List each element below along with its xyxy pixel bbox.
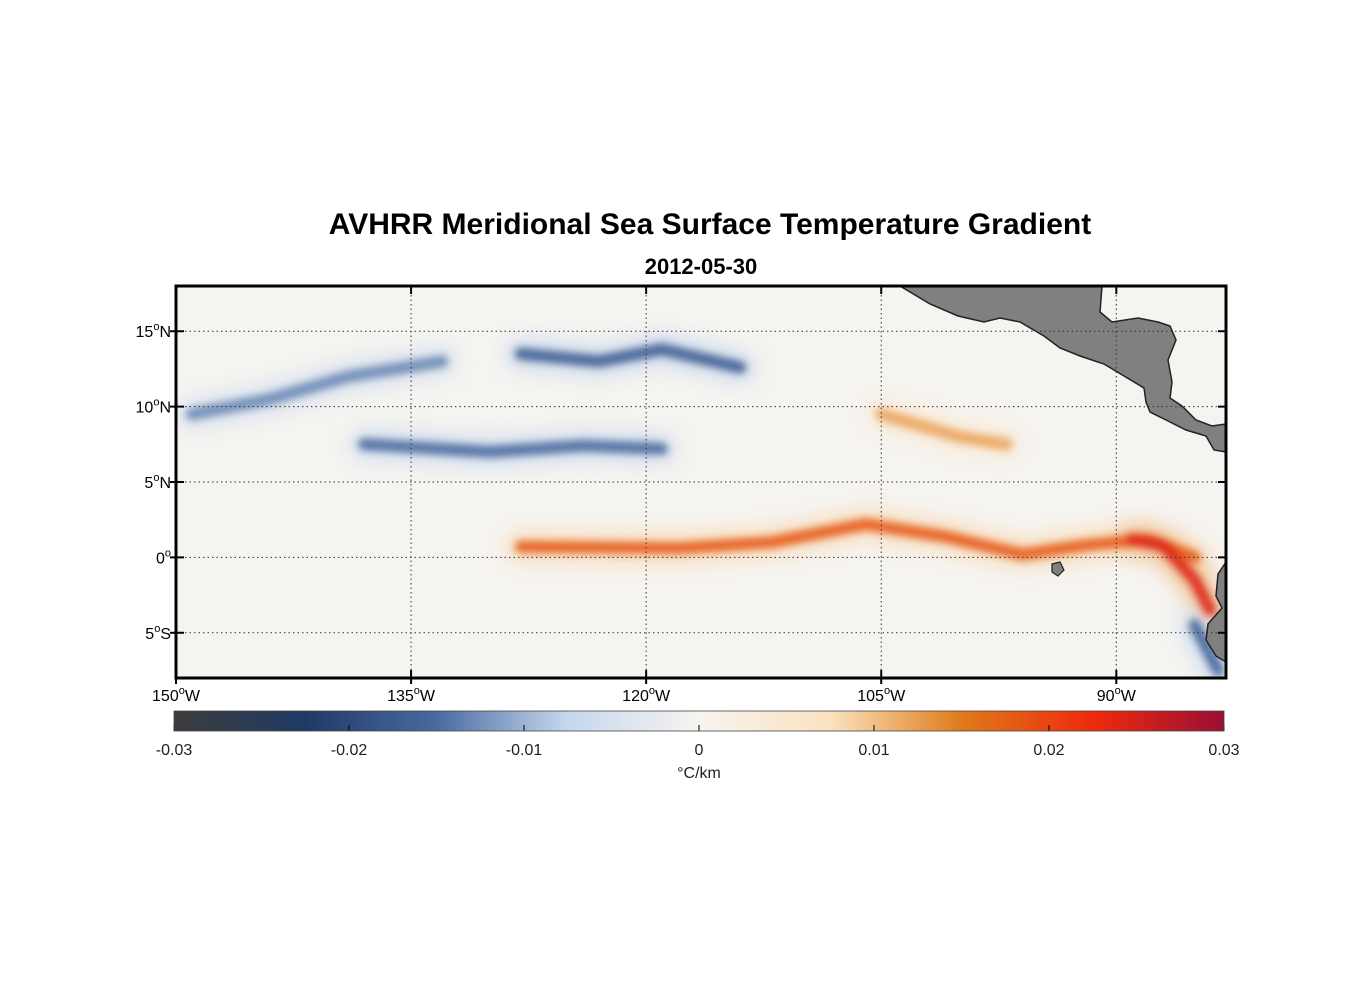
colorbar-tick-label: -0.01 bbox=[506, 742, 543, 759]
colorbar: -0.03 -0.02 -0.01 0 0.01 0.02 0.03 °C/km bbox=[156, 710, 1240, 782]
colorbar-units-label: °C/km bbox=[677, 765, 721, 782]
colorbar-bar bbox=[174, 711, 1224, 731]
latitude-axis: 15oN 10oN 5oN 0o 5oS bbox=[136, 321, 1226, 643]
land-south-america bbox=[1205, 560, 1226, 663]
y-tick-label: 10oN bbox=[136, 397, 171, 417]
x-tick-label: 135oW bbox=[387, 685, 436, 705]
chart-title: AVHRR Meridional Sea Surface Temperature… bbox=[329, 208, 1091, 241]
x-tick-label: 120oW bbox=[622, 685, 671, 705]
land-masses bbox=[898, 286, 1226, 663]
field-feature-north-band-negative-1 bbox=[358, 438, 668, 458]
y-tick-label: 15oN bbox=[136, 321, 171, 341]
y-tick-label: 0o bbox=[156, 547, 171, 567]
y-tick-label: 5oN bbox=[144, 472, 171, 492]
field-core-layer bbox=[185, 343, 1225, 677]
gradient-field bbox=[176, 334, 1226, 678]
x-tick-label: 150oW bbox=[152, 685, 201, 705]
colorbar-tick-label: 0.02 bbox=[1033, 742, 1064, 759]
land-central-america bbox=[898, 286, 1226, 453]
colorbar-tick-label: 0 bbox=[695, 742, 704, 759]
field-feature-north-band-negative-2 bbox=[514, 343, 747, 374]
x-tick-label: 90oW bbox=[1097, 685, 1137, 705]
chart-subtitle: 2012-05-30 bbox=[645, 254, 758, 279]
y-tick-label: 5oS bbox=[145, 623, 171, 643]
colorbar-tick-label: -0.02 bbox=[331, 742, 368, 759]
longitude-axis: 150oW 135oW 120oW 105oW 90oW bbox=[152, 286, 1137, 705]
field-feature-cold-tongue-front-east bbox=[1126, 533, 1217, 617]
colorbar-ticks: -0.03 -0.02 -0.01 0 0.01 0.02 0.03 bbox=[156, 710, 1240, 759]
land-galapagos bbox=[1051, 561, 1065, 577]
x-tick-label: 105oW bbox=[857, 685, 906, 705]
colorbar-tick-label: -0.03 bbox=[156, 742, 193, 759]
colorbar-outline bbox=[173, 710, 1225, 732]
field-feature-southern-negative bbox=[1188, 619, 1225, 677]
colorbar-tick-label: 0.03 bbox=[1208, 742, 1239, 759]
colorbar-tick-label: 0.01 bbox=[858, 742, 889, 759]
map-area bbox=[176, 286, 1226, 678]
field-feature-subtropical-positive bbox=[875, 408, 1013, 451]
